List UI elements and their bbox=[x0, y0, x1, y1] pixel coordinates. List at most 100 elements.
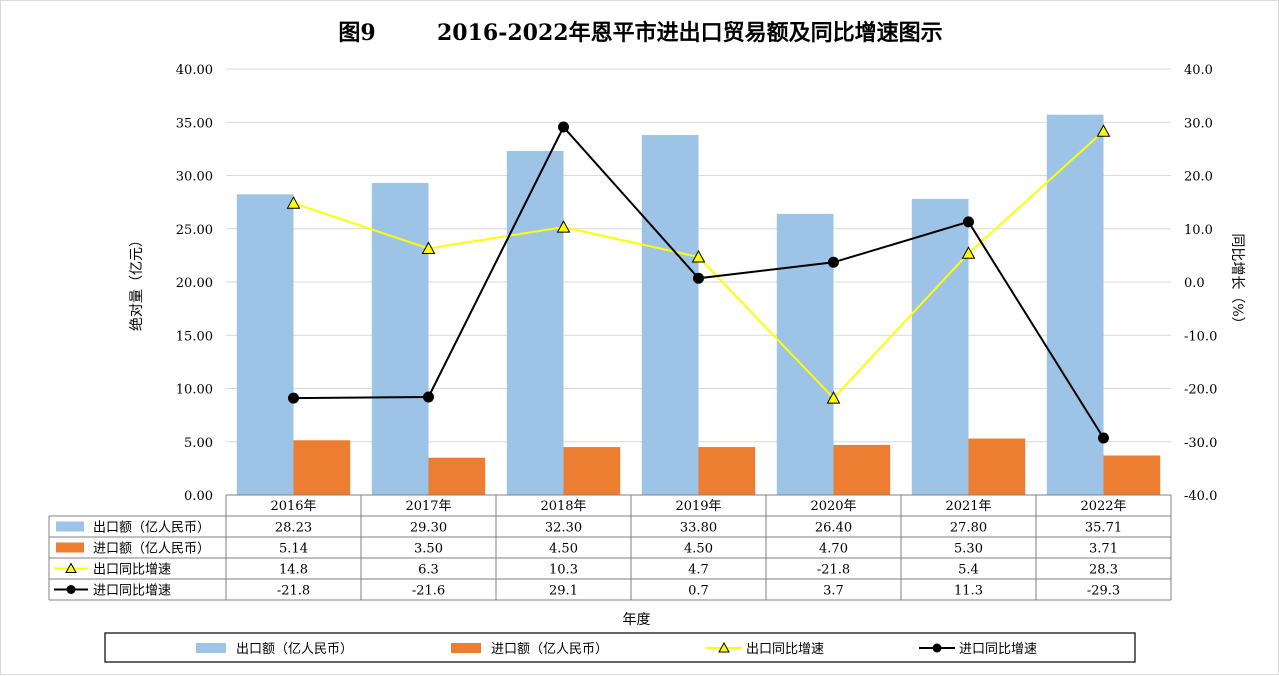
y-tick-label: 40.00 bbox=[176, 63, 213, 78]
table-cell: 11.3 bbox=[954, 584, 983, 599]
import-growth-point bbox=[423, 391, 434, 403]
y2-tick-label: 40.0 bbox=[1184, 63, 1213, 78]
export-growth-point bbox=[421, 241, 436, 254]
table-cell: 5.14 bbox=[279, 542, 308, 557]
category-label: 2018年 bbox=[540, 499, 586, 514]
legend-box bbox=[104, 632, 1136, 663]
table-cell: -21.8 bbox=[817, 563, 850, 578]
x-axis-title: 年度 bbox=[623, 612, 651, 628]
category-label: 2020年 bbox=[810, 499, 856, 514]
table-cell: 26.40 bbox=[815, 521, 852, 536]
table-cell: 28.3 bbox=[1089, 563, 1118, 578]
table-cell: 27.80 bbox=[950, 521, 987, 536]
table-legend-key bbox=[56, 542, 84, 553]
table-cell: 0.7 bbox=[688, 584, 709, 599]
export-growth-point bbox=[826, 391, 841, 404]
import-bar bbox=[698, 447, 756, 495]
y-tick-label: 10.00 bbox=[176, 383, 213, 398]
legend-key bbox=[451, 643, 481, 653]
table-legend-key bbox=[56, 521, 84, 532]
table-cell: 5.4 bbox=[958, 563, 979, 578]
y2-tick-label: -40.0 bbox=[1184, 489, 1217, 504]
table-cell: 4.70 bbox=[819, 542, 848, 557]
table-cell: 29.1 bbox=[549, 584, 578, 599]
export-bar bbox=[776, 213, 834, 495]
table-cell: -21.6 bbox=[412, 584, 445, 599]
import-bar bbox=[968, 438, 1026, 495]
legend-key bbox=[196, 643, 226, 653]
y2-tick-label: -10.0 bbox=[1184, 329, 1217, 344]
table-cell: 35.71 bbox=[1085, 521, 1122, 536]
table-row-label: 出口同比增速 bbox=[93, 563, 171, 578]
category-label: 2019年 bbox=[675, 499, 721, 514]
import-bar bbox=[428, 457, 486, 495]
export-growth-point bbox=[286, 196, 301, 209]
y-axis-title: 绝对量（亿元） bbox=[129, 233, 145, 331]
export-bar bbox=[371, 182, 429, 495]
table-cell: 10.3 bbox=[549, 563, 578, 578]
table-cell: 4.50 bbox=[549, 542, 578, 557]
export-bar bbox=[236, 194, 294, 495]
import-bar bbox=[833, 444, 891, 495]
y-tick-label: 30.00 bbox=[176, 170, 213, 185]
y2-tick-label: 0.0 bbox=[1184, 276, 1205, 291]
table-legend-marker bbox=[65, 562, 77, 573]
table-cell: 4.50 bbox=[684, 542, 713, 557]
table-cell: 3.7 bbox=[823, 584, 844, 599]
table-cell: 33.80 bbox=[680, 521, 717, 536]
table-cell: 28.23 bbox=[275, 521, 312, 536]
category-label: 2016年 bbox=[270, 499, 316, 514]
y2-tick-label: 10.0 bbox=[1184, 223, 1213, 238]
export-growth-point bbox=[556, 220, 571, 233]
import-growth-point bbox=[288, 392, 299, 404]
legend-label: 进口同比增速 bbox=[959, 642, 1037, 657]
y-tick-label: 35.00 bbox=[176, 116, 213, 131]
table-cell: 32.30 bbox=[545, 521, 582, 536]
table-row-label: 进口额（亿人民币） bbox=[93, 542, 210, 557]
export-growth-point bbox=[1096, 124, 1111, 137]
y-tick-label: 25.00 bbox=[176, 223, 213, 238]
import-growth-point bbox=[1098, 432, 1109, 444]
y2-tick-label: -20.0 bbox=[1184, 383, 1217, 398]
legend-label: 进口额（亿人民币） bbox=[491, 642, 608, 657]
table-cell: 3.50 bbox=[414, 542, 443, 557]
import-growth-point bbox=[558, 121, 569, 133]
import-growth-point bbox=[828, 256, 839, 268]
y2-tick-label: 20.0 bbox=[1184, 170, 1213, 185]
category-label: 2017年 bbox=[405, 499, 451, 514]
y-tick-label: 0.00 bbox=[184, 489, 213, 504]
table-legend-marker bbox=[66, 585, 76, 594]
category-label: 2022年 bbox=[1080, 499, 1126, 514]
export-growth-point bbox=[691, 249, 706, 263]
y2-tick-label: -30.0 bbox=[1184, 436, 1217, 451]
import-bar bbox=[293, 440, 351, 495]
table-cell: 4.7 bbox=[688, 563, 709, 578]
table-cell: 29.30 bbox=[410, 521, 447, 536]
table-row-label: 进口同比增速 bbox=[93, 584, 171, 599]
y2-axis-title: 同比增长（%） bbox=[1229, 233, 1245, 330]
y2-tick-label: 30.0 bbox=[1184, 116, 1213, 131]
import-bar bbox=[1103, 455, 1161, 495]
export-bar bbox=[506, 151, 564, 495]
legend-marker bbox=[718, 641, 730, 653]
y-tick-label: 5.00 bbox=[184, 436, 213, 451]
table-cell: 5.30 bbox=[954, 542, 983, 557]
export-growth-point bbox=[961, 246, 976, 259]
table-row-label: 出口额（亿人民币） bbox=[93, 521, 210, 536]
export-bar bbox=[1046, 114, 1104, 495]
table-cell: 6.3 bbox=[418, 563, 439, 578]
table-cell: -21.8 bbox=[277, 584, 310, 599]
export-bar bbox=[911, 198, 969, 495]
legend-marker bbox=[932, 643, 942, 653]
legend-label: 出口同比增速 bbox=[746, 642, 824, 657]
chart-title: 图9 2016-2022年恩平市进出口贸易额及同比增速图示 bbox=[338, 20, 943, 46]
import-growth-point bbox=[693, 272, 704, 284]
legend-label: 出口额（亿人民币） bbox=[236, 642, 353, 657]
table-cell: 14.8 bbox=[279, 563, 308, 578]
table-cell: -29.3 bbox=[1087, 584, 1120, 599]
table-cell: 3.71 bbox=[1089, 542, 1118, 557]
y-tick-label: 20.00 bbox=[176, 276, 213, 291]
export-bar bbox=[641, 135, 699, 495]
